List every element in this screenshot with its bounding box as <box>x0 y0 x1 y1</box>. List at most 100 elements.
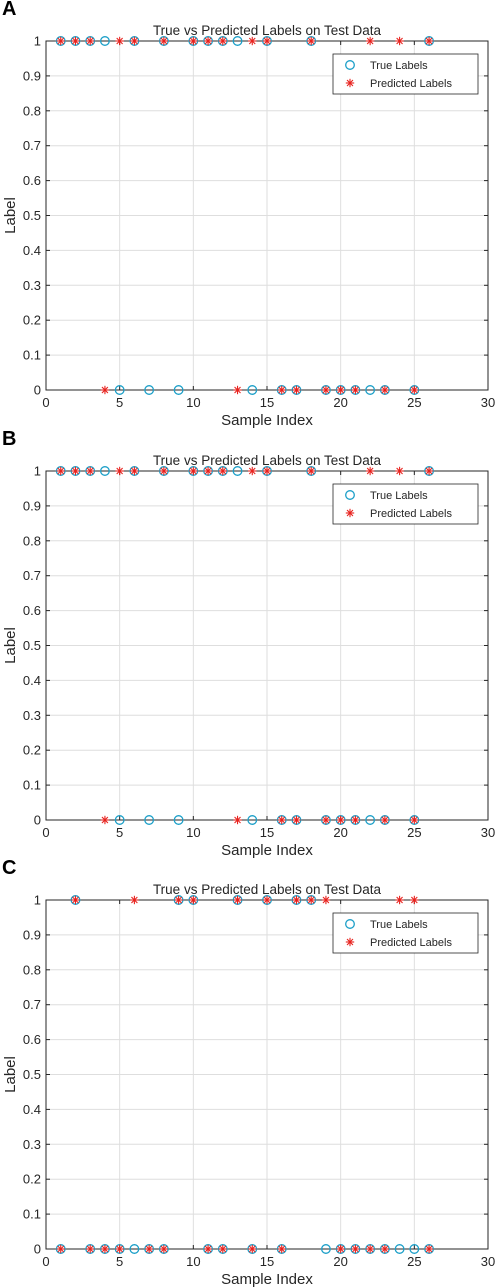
predicted-label-point <box>277 1244 286 1254</box>
legend-label: True Labels <box>370 60 428 72</box>
true-label-point <box>85 36 96 46</box>
true-label-point <box>365 815 376 825</box>
predicted-label-point <box>410 385 419 395</box>
predicted-label-point <box>159 36 169 46</box>
predicted-label-point <box>71 895 80 905</box>
x-tick-label: 20 <box>333 1254 347 1269</box>
predicted-label-point <box>336 385 345 395</box>
predicted-label-point <box>351 1244 360 1254</box>
predicted-label-point <box>248 466 257 476</box>
legend-box <box>332 53 479 95</box>
true-label-point <box>232 36 243 46</box>
predicted-label-point <box>307 36 316 46</box>
predicted-label-point <box>189 895 198 905</box>
predicted-label-point <box>115 36 124 46</box>
predicted-label-point <box>307 895 316 905</box>
y-tick-label: 0.7 <box>23 568 41 583</box>
y-tick-label: 0 <box>34 383 41 398</box>
true-label-point <box>379 815 390 825</box>
true-label-point <box>379 1244 390 1254</box>
predicted-label-point <box>115 1244 124 1254</box>
predicted-label-point <box>189 36 198 46</box>
series-true-labels <box>55 466 435 825</box>
chart-svg: 0 5 10 15 20 25 30 0 0.1 0.2 0.3 0.4 0.5 0.6 0.7 0.8 0.9… <box>2 453 495 859</box>
predicted-label-point <box>277 815 286 825</box>
x-tick-label: 20 <box>333 825 347 840</box>
x-tick-label: 0 <box>42 825 49 840</box>
true-label-point <box>217 36 228 46</box>
legend-label: Predicted Labels <box>370 78 452 90</box>
y-tick-label: 0.1 <box>23 348 41 363</box>
true-label-point <box>114 815 125 825</box>
predicted-label-point <box>86 1244 95 1254</box>
y-tick-label: 0.1 <box>23 778 41 793</box>
true-label-point <box>365 385 376 395</box>
true-label-point <box>55 1244 66 1254</box>
true-label-point <box>424 466 435 476</box>
predicted-label-point <box>410 815 419 825</box>
true-label-point <box>129 1244 140 1254</box>
true-label-point <box>173 385 184 395</box>
legend-box <box>332 912 479 954</box>
x-tick-label: 30 <box>481 825 495 840</box>
true-label-point <box>379 385 390 395</box>
predicted-label-point <box>218 36 227 46</box>
true-label-point <box>350 385 361 395</box>
true-label-point <box>144 1244 155 1254</box>
predicted-label-point <box>218 1244 227 1254</box>
y-tick-label: 0.8 <box>23 962 41 977</box>
x-axis-label: Sample Index <box>221 412 313 429</box>
true-label-point <box>335 1244 346 1254</box>
true-label-point <box>350 815 361 825</box>
y-tick-label: 0.7 <box>23 138 41 153</box>
predicted-label-point <box>248 1244 257 1254</box>
predicted-label-point <box>130 36 139 46</box>
predicted-label-point <box>277 385 286 395</box>
true-label-point <box>320 385 331 395</box>
predicted-label-point <box>100 815 110 825</box>
x-tick-label: 30 <box>481 395 495 410</box>
predicted-label-point <box>71 466 80 476</box>
true-label-point <box>320 1244 331 1254</box>
true-label-point <box>409 815 420 825</box>
y-tick-label: 0.4 <box>23 243 41 258</box>
predicted-label-point <box>292 815 301 825</box>
true-label-point <box>262 36 272 46</box>
true-label-point <box>335 385 346 395</box>
y-tick-label: 0.7 <box>23 997 41 1012</box>
y-tick-label: 0.2 <box>23 743 41 758</box>
chart-panel-b: B 0 5 10 15 20 25 30 0 0.1 0.2 0.3 0.4 0.5 0.6 0.7 0.8 0… <box>0 428 498 859</box>
y-tick-label: 0.3 <box>23 1137 41 1152</box>
legend-label: True Labels <box>370 490 428 502</box>
predicted-label-point <box>321 895 331 905</box>
panel-letter: B <box>2 428 17 450</box>
predicted-label-point <box>380 1244 390 1254</box>
true-label-point <box>217 466 228 476</box>
true-label-point <box>144 385 155 395</box>
chart-panel-c: C 0 5 10 15 20 25 30 0 0.1 0.2 0.3 0.4 0.5 0.6 0.7 0.8 0… <box>0 857 498 1288</box>
predicted-label-point <box>365 36 375 46</box>
predicted-label-point <box>159 1244 169 1254</box>
y-tick-label: 0.6 <box>23 173 41 188</box>
true-label-point <box>306 36 317 46</box>
x-tick-label: 10 <box>186 395 200 410</box>
legend-label: Predicted Labels <box>370 508 452 520</box>
x-tick-label: 0 <box>42 395 49 410</box>
chart-title: True vs Predicted Labels on Test Data <box>153 23 382 38</box>
predicted-label-point <box>218 466 227 476</box>
y-tick-label: 0.8 <box>23 533 41 548</box>
true-label-point <box>247 1244 258 1254</box>
true-label-point <box>365 1244 376 1254</box>
true-label-point <box>188 895 199 905</box>
predicted-label-point <box>159 466 169 476</box>
y-tick-label: 0.4 <box>23 1102 41 1117</box>
x-axis-label: Sample Index <box>221 842 313 859</box>
predicted-label-point <box>189 466 198 476</box>
x-tick-label: 10 <box>186 825 200 840</box>
x-tick-label: 15 <box>260 395 274 410</box>
y-tick-label: 0.6 <box>23 603 41 618</box>
x-tick-label: 0 <box>42 1254 49 1269</box>
chart-title: True vs Predicted Labels on Test Data <box>153 453 382 468</box>
predicted-label-point <box>262 36 272 46</box>
y-tick-label: 0.8 <box>23 103 41 118</box>
